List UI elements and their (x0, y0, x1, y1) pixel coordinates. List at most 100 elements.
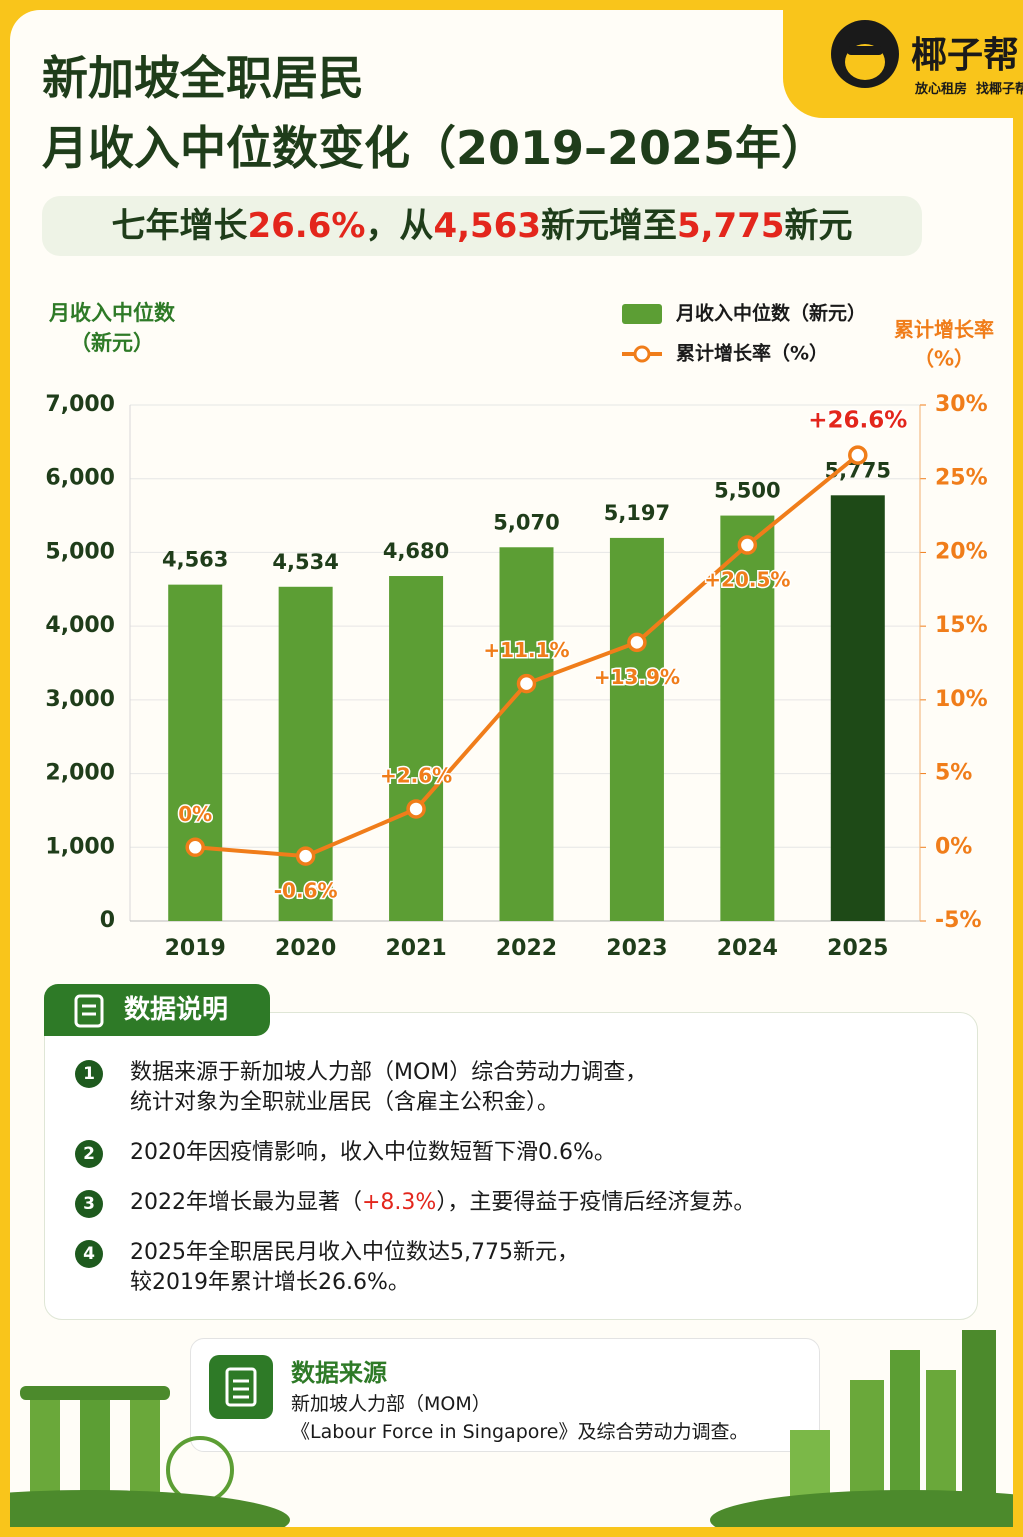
notes-icon (74, 994, 104, 1028)
line-value-label: 0% (178, 802, 212, 826)
x-tick-label: 2019 (165, 936, 226, 961)
legend-label: 月收入中位数（新元） (675, 302, 866, 325)
legend-swatch (633, 345, 651, 363)
line-point (627, 632, 647, 653)
x-tick-label: 2021 (385, 936, 446, 961)
note-text: 统计对象为全职就业居民（含雇主公积金）。 (130, 1090, 560, 1115)
note-number: 2 (75, 1140, 103, 1168)
line-value-label: +2.6% (380, 763, 452, 787)
notes-title: 数据说明 (124, 995, 229, 1025)
line-value-label: -0.6% (274, 879, 338, 903)
y2-tick-label: 10% (935, 687, 988, 712)
y2-tick-label: 15% (935, 613, 988, 638)
y-tick-label: 5,000 (45, 539, 115, 564)
y2-axis-label: 累计增长率 (894, 318, 994, 342)
note-item: 4 2025年全职居民月收入中位数达5,775新元， 较2019年累计增长26.6%… (75, 1238, 579, 1298)
line-point (185, 837, 205, 858)
note-text: 较2019年累计增长26.6%。 (130, 1270, 410, 1295)
bar-value-label: 4,680 (383, 539, 449, 563)
bar-value-label: 5,500 (714, 479, 780, 503)
y-axis-label: （新元） (70, 331, 154, 355)
note-item: 3 2022年增长最为显著（+8.3%），主要得益于疫情后经济复苏。 (75, 1188, 755, 1218)
bar-value-label: 5,197 (604, 501, 670, 525)
note-text: ），主要得益于疫情后经济复苏。 (436, 1190, 756, 1215)
y-tick-label: 6,000 (45, 466, 115, 491)
y-tick-label: 2,000 (45, 761, 115, 786)
bar (168, 584, 223, 921)
line-point (406, 799, 426, 819)
bar-value-label: 5,070 (493, 510, 559, 534)
line-point (848, 445, 868, 465)
note-text: 2025年全职居民月收入中位数达5,775新元， (130, 1240, 579, 1265)
subtitle-part: 5,775 (676, 206, 785, 246)
subtitle-part: 4,563 (433, 206, 541, 246)
y-tick-label: 0 (100, 908, 115, 933)
subtitle-part: 新元 (784, 206, 853, 246)
y-tick-label: 4,000 (45, 613, 115, 638)
subtitle-part: 七年增长 (111, 206, 248, 246)
note-line: 较2019年累计增长26.6%。 (75, 1268, 579, 1298)
note-item: 2 2020年因疫情影响，收入中位数短暂下滑0.6%。 (75, 1138, 616, 1168)
source-line: 《Labour Force in Singapore》及综合劳动力调查。 (291, 1421, 749, 1443)
y2-tick-label: 0% (935, 834, 972, 859)
note-text: +8.3% (362, 1190, 437, 1215)
subtitle-part: 26.6% (247, 206, 366, 246)
y2-axis-label: （%） (914, 347, 974, 371)
bar-value-label: 4,534 (272, 550, 338, 574)
note-line: 2025年全职居民月收入中位数达5,775新元， (75, 1238, 579, 1268)
subtitle-part: ，从 (365, 206, 434, 246)
line-point (516, 673, 537, 694)
logo-name: 椰子帮 (911, 35, 1020, 76)
line-value-label: +26.6% (808, 408, 907, 434)
note-line: 数据来源于新加坡人力部（MOM）综合劳动力调查， (75, 1058, 647, 1088)
bar (830, 495, 885, 921)
legend-swatch (622, 304, 662, 324)
note-line: 2022年增长最为显著（+8.3%），主要得益于疫情后经济复苏。 (75, 1188, 755, 1218)
note-number: 1 (75, 1060, 103, 1088)
y-axis-label: 月收入中位数 (48, 301, 176, 325)
logo: 椰子帮 放心租房 找椰子帮 (783, 0, 1023, 118)
notes-box (44, 1012, 978, 1320)
y-tick-label: 7,000 (45, 392, 115, 417)
source-box: 数据来源 新加坡人力部（MOM） 《Labour Force in Singap… (190, 1338, 820, 1452)
line-point (295, 846, 316, 866)
line-value-label: +11.1% (483, 638, 569, 662)
skyline-decoration (10, 1330, 1013, 1527)
line-point (737, 535, 758, 555)
chart: 0 1,000 2,000 3,000 4,000 5,000 6,000 7,000 -5% 0… (45, 301, 994, 961)
note-line: 统计对象为全职就业居民（含雇主公积金）。 (75, 1088, 647, 1118)
note-number: 4 (75, 1240, 103, 1268)
line-value-label: +20.5% (704, 568, 790, 592)
x-tick-label: 2022 (496, 936, 557, 961)
logo-slogan: 放心租房 找椰子帮 (915, 82, 1023, 97)
note-text: 2022年增长最为显著（ (130, 1190, 362, 1215)
y2-tick-label: -5% (935, 908, 981, 933)
title: 月收入中位数变化（2019–2025年） (42, 121, 828, 175)
y2-tick-label: 5% (935, 761, 972, 786)
source-line: 新加坡人力部（MOM） (291, 1393, 491, 1415)
x-tick-label: 2020 (275, 936, 336, 961)
y2-tick-label: 30% (935, 392, 988, 417)
x-tick-label: 2025 (827, 936, 888, 961)
bar (609, 537, 664, 921)
x-tick-label: 2023 (606, 936, 667, 961)
title: 新加坡全职居民 (42, 51, 364, 105)
logo-icon (831, 20, 899, 88)
x-tick-label: 2024 (717, 936, 778, 961)
note-item: 1 数据来源于新加坡人力部（MOM）综合劳动力调查， 统计对象为全职就业居民（含雇主… (75, 1058, 647, 1118)
source-title: 数据来源 (291, 1359, 387, 1387)
note-text: 2020年因疫情影响，收入中位数短暂下滑0.6%。 (130, 1140, 616, 1165)
legend-label: 累计增长率（%） (676, 342, 828, 365)
y2-tick-label: 25% (935, 466, 988, 491)
note-line: 2020年因疫情影响，收入中位数短暂下滑0.6%。 (75, 1138, 616, 1168)
y-tick-label: 1,000 (45, 834, 115, 859)
notes-tab: 数据说明 (44, 984, 270, 1036)
source-icon-glyph (225, 1367, 257, 1407)
bar (499, 547, 554, 921)
bar (389, 576, 444, 921)
y-tick-label: 3,000 (45, 687, 115, 712)
source-icon (209, 1355, 273, 1419)
bar (720, 515, 775, 921)
subtitle-part: 新元增至 (540, 206, 677, 246)
